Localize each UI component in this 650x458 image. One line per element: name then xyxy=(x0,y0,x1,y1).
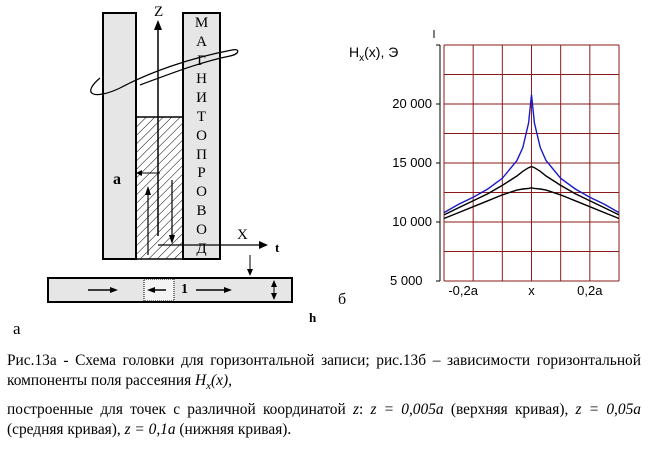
flux-arrow-down-head xyxy=(169,235,175,244)
h-label: h xyxy=(309,310,317,325)
x-tick-label: 0,2a xyxy=(577,283,603,298)
panel-label-b: б xyxy=(338,291,347,308)
left-pole xyxy=(102,12,137,260)
z-axis-label: Z xyxy=(154,4,164,20)
core-letter: О xyxy=(196,127,207,144)
y-tick-label: 20 000 xyxy=(392,96,432,111)
series-line-2 xyxy=(443,165,620,216)
core-letter: Г xyxy=(197,52,206,69)
x-axis-arrow xyxy=(259,241,268,249)
gap-hatched xyxy=(135,116,184,260)
figure-caption: Рис.13а - Схема головки для горизонтальн… xyxy=(7,352,641,439)
x-axis-label: X xyxy=(237,227,248,243)
series-line-3 xyxy=(443,187,620,220)
chart-series xyxy=(443,94,620,220)
coil-winding xyxy=(90,49,239,96)
core-letter: Д xyxy=(196,240,207,257)
core-letter: Н xyxy=(196,71,207,88)
h-thickness-arrow-top xyxy=(271,280,277,287)
core-letter: О xyxy=(196,221,207,238)
core-letter: И xyxy=(196,90,207,107)
x-tick-label: x xyxy=(528,283,535,298)
core-letter: Р xyxy=(197,165,206,182)
t-spacing-arrow xyxy=(247,269,253,276)
h-thickness-arrow-bottom xyxy=(271,293,277,300)
core-letter: П xyxy=(196,146,207,163)
magnetization-arrow-2-head xyxy=(147,287,155,293)
flux-arrow-up-head xyxy=(145,186,151,195)
magnetization-arrow-1-head xyxy=(110,287,118,293)
y-tick-label: 10 000 xyxy=(392,214,432,229)
head-schematic xyxy=(47,12,293,303)
core-letter: О xyxy=(196,184,207,201)
x-tick-label: -0,2a xyxy=(448,283,478,298)
field-chart xyxy=(433,30,620,282)
core-letter: В xyxy=(196,202,207,219)
core-letter: М xyxy=(194,15,209,31)
y-tick-label: 5 000 xyxy=(390,273,423,288)
magnetization-arrow-3-head xyxy=(224,287,232,293)
gap-width-label: а xyxy=(113,171,121,188)
series-line-1 xyxy=(443,94,620,214)
panel-label-a: а xyxy=(13,319,21,338)
t-label: t xyxy=(275,240,280,255)
y-tick-label: 15 000 xyxy=(392,155,432,170)
core-letter: Т xyxy=(196,108,207,125)
gap-width-arrow xyxy=(136,170,142,176)
core-letter: А xyxy=(196,33,207,50)
chart-grid xyxy=(433,30,620,282)
layer-label: 1 xyxy=(181,282,188,297)
z-axis-arrow xyxy=(154,20,162,30)
y-axis-label: Hx(x), Э xyxy=(349,44,399,64)
